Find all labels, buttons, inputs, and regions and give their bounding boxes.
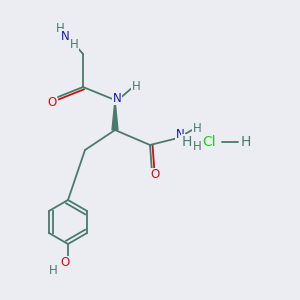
Text: O: O bbox=[150, 169, 160, 182]
Text: H: H bbox=[70, 38, 78, 50]
Text: H: H bbox=[49, 265, 57, 278]
Text: H: H bbox=[56, 22, 64, 34]
Text: H: H bbox=[241, 135, 251, 149]
Text: O: O bbox=[47, 95, 57, 109]
Text: Cl: Cl bbox=[202, 135, 216, 149]
Polygon shape bbox=[112, 100, 118, 130]
Text: H: H bbox=[193, 122, 201, 136]
Text: N: N bbox=[112, 92, 122, 104]
Text: N: N bbox=[176, 128, 184, 140]
Text: N: N bbox=[61, 29, 69, 43]
Text: H: H bbox=[193, 140, 201, 152]
Text: O: O bbox=[60, 256, 70, 269]
Text: H: H bbox=[132, 80, 140, 92]
Text: H: H bbox=[182, 135, 192, 149]
